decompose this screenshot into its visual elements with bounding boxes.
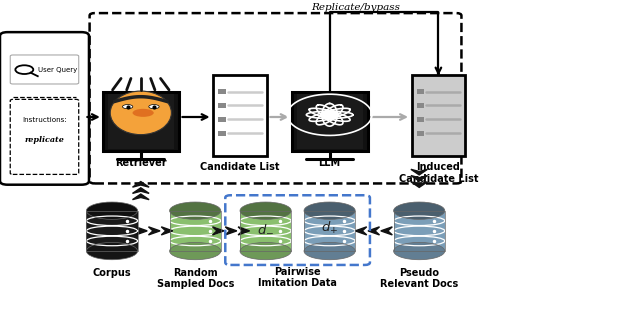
Text: $d_{+}$: $d_{+}$ (321, 220, 338, 236)
Polygon shape (411, 169, 428, 175)
Text: Instructions:: Instructions: (22, 117, 67, 123)
Ellipse shape (86, 242, 138, 260)
Ellipse shape (394, 202, 445, 219)
Bar (304, 211, 355, 251)
Polygon shape (238, 227, 250, 235)
Ellipse shape (148, 105, 159, 109)
Text: $d_{-}$: $d_{-}$ (257, 222, 274, 235)
Bar (417, 131, 424, 136)
Polygon shape (212, 227, 224, 235)
Ellipse shape (132, 109, 154, 117)
Polygon shape (225, 227, 237, 235)
Text: Replicate/bypass: Replicate/bypass (310, 3, 400, 12)
Bar (86, 211, 138, 251)
Ellipse shape (122, 105, 133, 109)
Polygon shape (411, 182, 428, 188)
Polygon shape (381, 227, 392, 235)
Text: Random: Random (173, 268, 218, 278)
Ellipse shape (170, 242, 221, 260)
FancyBboxPatch shape (10, 100, 79, 174)
Bar (218, 117, 226, 122)
Text: Imitation Data: Imitation Data (258, 278, 337, 288)
Bar (417, 89, 424, 94)
Text: replicate: replicate (24, 136, 65, 144)
FancyBboxPatch shape (292, 92, 367, 151)
Text: Induced: Induced (417, 162, 460, 172)
Polygon shape (132, 188, 149, 193)
Bar (170, 211, 221, 251)
Polygon shape (132, 182, 149, 187)
Polygon shape (148, 227, 160, 235)
Text: LLM: LLM (319, 158, 340, 168)
Ellipse shape (304, 202, 355, 219)
Ellipse shape (86, 202, 138, 219)
FancyBboxPatch shape (10, 55, 79, 84)
Text: Pairwise: Pairwise (275, 267, 321, 277)
Bar (304, 211, 355, 251)
Ellipse shape (170, 202, 221, 219)
Ellipse shape (394, 242, 445, 260)
Ellipse shape (240, 242, 291, 260)
Text: Corpus: Corpus (93, 268, 131, 278)
Bar (417, 103, 424, 108)
Text: Pseudo: Pseudo (399, 268, 439, 278)
Bar (218, 103, 226, 108)
Bar (297, 95, 362, 149)
Bar (417, 117, 424, 122)
Ellipse shape (240, 202, 291, 219)
Polygon shape (132, 194, 149, 200)
Polygon shape (368, 227, 380, 235)
Text: User Query: User Query (38, 67, 77, 73)
Bar (394, 211, 445, 251)
Polygon shape (161, 227, 173, 235)
FancyBboxPatch shape (213, 75, 267, 156)
Bar (240, 211, 291, 251)
Bar (170, 211, 221, 251)
Bar (86, 211, 138, 251)
FancyBboxPatch shape (0, 32, 89, 185)
Text: Retriever: Retriever (115, 158, 166, 168)
Circle shape (320, 110, 339, 119)
Bar (394, 211, 445, 251)
Ellipse shape (304, 242, 355, 260)
Polygon shape (136, 227, 147, 235)
Ellipse shape (110, 91, 172, 135)
Bar (240, 211, 291, 251)
Bar (218, 89, 226, 94)
Bar (218, 131, 226, 136)
Text: Sampled Docs: Sampled Docs (157, 279, 234, 289)
FancyBboxPatch shape (412, 75, 465, 156)
Bar (108, 95, 174, 149)
FancyBboxPatch shape (102, 92, 179, 151)
Polygon shape (355, 227, 367, 235)
Text: Candidate List: Candidate List (399, 174, 478, 184)
Text: Candidate List: Candidate List (200, 162, 280, 172)
Text: Relevant Docs: Relevant Docs (380, 279, 458, 289)
Polygon shape (411, 176, 428, 181)
